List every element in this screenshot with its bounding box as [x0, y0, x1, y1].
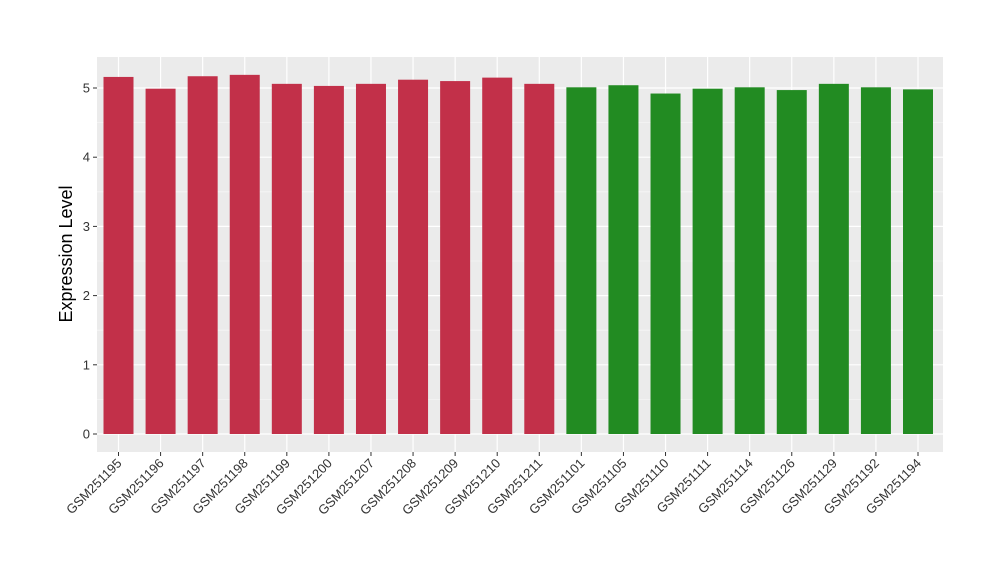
bar-GSM251110 — [650, 93, 681, 434]
plot-panel — [97, 57, 943, 452]
bars — [103, 74, 933, 435]
x-axis: GSM251195GSM251196GSM251197GSM251198GSM2… — [63, 452, 924, 518]
bar-GSM251105 — [608, 85, 639, 435]
y-tick-label: 1 — [83, 357, 90, 372]
bar-GSM251196 — [145, 88, 176, 434]
y-tick-label: 4 — [83, 150, 90, 165]
y-tick-label: 3 — [83, 219, 90, 234]
bar-GSM251211 — [524, 83, 555, 435]
bar-GSM251200 — [313, 85, 344, 434]
bar-GSM251111 — [692, 88, 723, 434]
bar-GSM251208 — [398, 79, 429, 435]
bar-GSM251129 — [818, 83, 849, 435]
bar-GSM251126 — [776, 90, 807, 435]
bar-GSM251198 — [229, 74, 260, 435]
bar-GSM251101 — [566, 87, 597, 435]
y-axis-title: Expression Level — [56, 185, 76, 322]
bar-GSM251210 — [482, 77, 513, 435]
y-tick-label: 0 — [83, 427, 90, 442]
bar-GSM251192 — [860, 87, 891, 435]
bar-GSM251197 — [187, 76, 218, 435]
bar-GSM251194 — [903, 89, 933, 434]
bar-GSM251195 — [103, 76, 134, 434]
y-tick-label: 5 — [83, 81, 90, 96]
bar-GSM251114 — [734, 87, 765, 435]
bar-GSM251199 — [271, 83, 302, 435]
bar-GSM251209 — [440, 81, 471, 434]
bar-GSM251207 — [355, 83, 386, 435]
y-axis: 0 1 2 3 4 5 — [83, 81, 97, 442]
y-tick-label: 2 — [83, 288, 90, 303]
